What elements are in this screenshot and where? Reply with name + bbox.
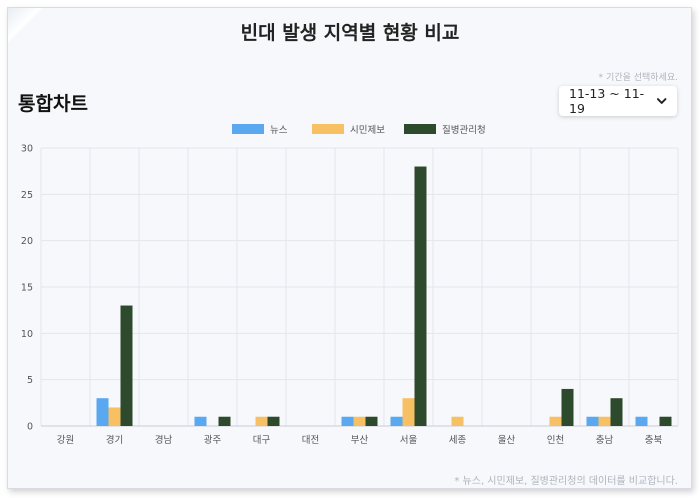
- x-tick-label: 충북: [645, 435, 663, 446]
- x-tick-label: 인천: [547, 435, 564, 446]
- bar-뉴스-부산: [341, 416, 354, 426]
- bar-질병관리청-대구: [267, 416, 280, 426]
- page-title: 빈대 발생 지역별 현황 비교: [240, 22, 460, 44]
- bar-질병관리청-충남: [610, 398, 623, 426]
- bar-시민제보-대구: [255, 416, 268, 426]
- bar-시민제보-부산: [353, 416, 366, 426]
- x-tick-label: 경기: [106, 434, 123, 446]
- bar-뉴스-경기: [96, 398, 109, 426]
- x-tick-label: 강원: [57, 435, 74, 446]
- bar-뉴스-충남: [586, 416, 599, 426]
- chevron-down-icon: [656, 98, 667, 104]
- x-tick-label: 대구: [253, 435, 271, 446]
- period-select[interactable]: 11-13 ~ 11-19: [559, 86, 677, 116]
- x-tick-label: 광주: [204, 434, 222, 446]
- y-tick-label: 20: [21, 236, 33, 247]
- y-tick-label: 10: [21, 329, 33, 340]
- x-tick-label: 충남: [596, 435, 614, 446]
- footnote: * 뉴스, 시민제보, 질병관리청의 데이터를 비교합니다.: [454, 476, 678, 487]
- bar-뉴스-충북: [635, 416, 648, 426]
- y-tick-label: 25: [21, 190, 33, 201]
- period-hint: * 기간을 선택하세요.: [598, 73, 678, 83]
- legend-label-시민제보: 시민제보: [350, 125, 385, 136]
- bar-시민제보-충남: [598, 416, 611, 426]
- bar-질병관리청-광주: [218, 416, 231, 426]
- bar-질병관리청-부산: [365, 416, 378, 426]
- x-tick-label: 부산: [351, 435, 369, 446]
- page-curl-decoration: [8, 8, 42, 42]
- bar-질병관리청-경기: [120, 305, 133, 426]
- legend-swatch-시민제보: [312, 124, 344, 134]
- bar-질병관리청-충북: [659, 416, 672, 426]
- bar-뉴스-광주: [194, 416, 207, 426]
- y-tick-label: 5: [27, 375, 33, 386]
- bar-시민제보-서울: [402, 398, 415, 426]
- x-tick-label: 경남: [155, 434, 173, 446]
- x-tick-label: 대전: [302, 435, 319, 446]
- bar-시민제보-세종: [451, 416, 464, 426]
- period-select-value: 11-13 ~ 11-19: [569, 86, 645, 116]
- legend-swatch-질병관리청: [404, 124, 436, 134]
- y-tick-label: 0: [27, 422, 33, 433]
- legend-label-질병관리청: 질병관리청: [442, 124, 486, 136]
- x-tick-label: 세종: [449, 435, 467, 446]
- legend-label-뉴스: 뉴스: [270, 125, 288, 136]
- y-tick-label: 30: [21, 144, 33, 155]
- y-tick-label: 15: [21, 283, 33, 294]
- bar-질병관리청-서울: [414, 166, 427, 427]
- bar-시민제보-인천: [549, 416, 562, 426]
- bar-질병관리청-인천: [561, 388, 574, 426]
- legend-swatch-뉴스: [232, 124, 264, 134]
- x-tick-label: 울산: [498, 435, 516, 446]
- bar-시민제보-경기: [108, 407, 121, 426]
- bar-뉴스-서울: [390, 416, 403, 426]
- x-tick-label: 서울: [400, 435, 418, 446]
- section-title: 통합차트: [18, 93, 88, 115]
